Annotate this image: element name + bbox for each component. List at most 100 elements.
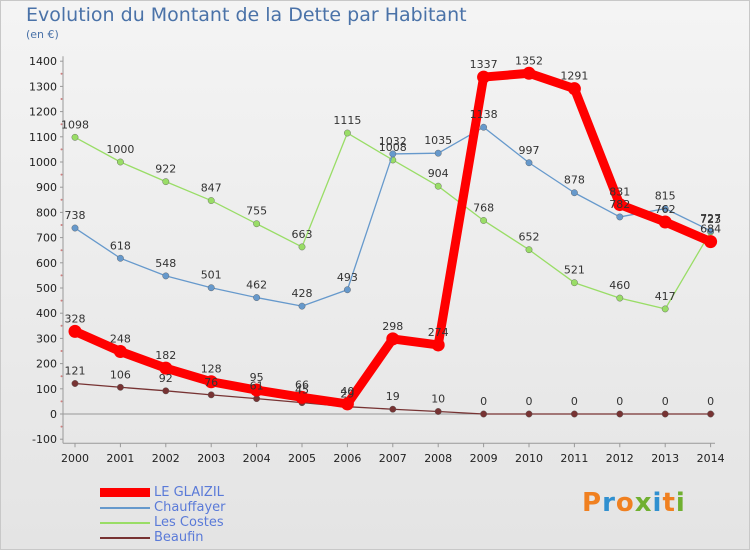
data-label: 1032 [379, 135, 407, 148]
data-label: 76 [204, 376, 218, 389]
series-point [343, 286, 351, 294]
legend-swatch [100, 488, 150, 497]
data-label: 0 [480, 395, 487, 408]
data-label: 878 [564, 174, 585, 187]
series-point [571, 410, 578, 418]
data-label: 727 [700, 212, 721, 225]
y-tick-label: 1000 [29, 156, 57, 169]
series-point [253, 294, 261, 301]
series-point [431, 338, 445, 352]
series-point [707, 227, 714, 235]
data-label: 29 [340, 388, 354, 401]
series-point [204, 375, 218, 389]
series-point [117, 254, 124, 262]
data-label: 548 [155, 257, 176, 270]
series-point [298, 243, 306, 251]
chart-title: Evolution du Montant de la Dette par Hab… [26, 4, 467, 26]
logo-letter: x [634, 488, 653, 518]
data-label: 95 [250, 371, 264, 384]
legend-label: Beaufin [154, 530, 204, 545]
y-minor-tick [60, 274, 63, 277]
legend-item: Chauffayer [100, 500, 225, 515]
data-label: 1337 [470, 58, 498, 71]
data-label: 0 [526, 395, 533, 408]
data-label: 428 [292, 287, 313, 300]
data-label: 1138 [470, 108, 498, 121]
data-label: 0 [707, 395, 714, 408]
series-point [661, 205, 669, 213]
y-tick-label: 1400 [29, 55, 57, 68]
data-label: 782 [609, 198, 630, 211]
y-minor-tick [60, 72, 63, 75]
legend-swatch [100, 536, 150, 539]
data-label: 738 [65, 209, 86, 222]
legend-swatch [100, 521, 150, 524]
y-tick-label: 1300 [29, 80, 57, 93]
data-label: 1352 [515, 54, 543, 67]
data-label: 1098 [61, 118, 89, 131]
data-label: 328 [65, 312, 86, 325]
series-point [571, 189, 578, 197]
series-point [389, 150, 397, 158]
legend-label: LE GLAIZIL [154, 485, 224, 500]
data-label: 652 [519, 231, 540, 244]
data-label: 121 [65, 365, 86, 378]
data-label: 106 [110, 368, 131, 381]
series-point [117, 383, 124, 391]
data-label: 92 [159, 372, 173, 385]
data-label: 755 [246, 205, 267, 218]
data-label: 768 [473, 201, 494, 214]
series-point [616, 410, 624, 418]
y-minor-tick [60, 350, 63, 352]
data-label: 684 [700, 223, 721, 236]
x-tick-label: 2014 [697, 452, 725, 465]
series-layer [68, 66, 718, 418]
x-tick-label: 2011 [560, 452, 588, 465]
series-point [340, 397, 354, 411]
data-label: 128 [201, 363, 222, 376]
legend-item: Les Costes [100, 515, 225, 530]
data-label: 815 [655, 190, 676, 203]
data-label: 61 [250, 380, 264, 393]
data-label: 1000 [106, 143, 134, 156]
series-point [525, 246, 533, 254]
logo-letter: t [662, 488, 676, 518]
y-minor-tick [60, 375, 63, 378]
series-point [616, 294, 624, 302]
series-point [71, 133, 79, 141]
chart-axes: -100010020030040050060070080090010001100… [29, 55, 725, 465]
x-tick-label: 2003 [197, 452, 225, 465]
logo-letter: i [675, 488, 686, 518]
series-point [658, 215, 672, 229]
series-point [298, 302, 306, 310]
chart-subtitle: (en €) [26, 28, 59, 41]
series-point [295, 390, 309, 404]
y-tick-label: 600 [36, 257, 57, 270]
x-tick-label: 2009 [470, 452, 498, 465]
series-point [71, 224, 79, 232]
line-chart: -100010020030040050060070080090010001100… [29, 54, 725, 465]
data-label: 0 [616, 395, 623, 408]
data-label: 66 [295, 378, 309, 391]
series-point [207, 284, 215, 292]
series-point [71, 380, 79, 387]
series-point [480, 217, 487, 224]
y-tick-label: 900 [36, 181, 57, 194]
series-point [117, 158, 124, 166]
legend: LE GLAIZIL Chauffayer Les Costes Beaufin [100, 485, 225, 545]
logo-letter: P [582, 488, 603, 518]
data-label: 847 [201, 182, 222, 195]
series-point [522, 66, 536, 80]
series-point [207, 197, 215, 204]
data-label: 274 [428, 326, 449, 339]
series-point [525, 159, 533, 167]
data-label: 501 [201, 269, 222, 282]
series-point [386, 332, 400, 346]
series-point [525, 410, 533, 418]
data-label: 0 [662, 395, 669, 408]
y-minor-tick [60, 425, 63, 428]
legend-swatch [100, 506, 150, 509]
x-tick-label: 2010 [515, 452, 543, 465]
series-point [434, 182, 442, 190]
legend-label: Chauffayer [154, 500, 226, 515]
